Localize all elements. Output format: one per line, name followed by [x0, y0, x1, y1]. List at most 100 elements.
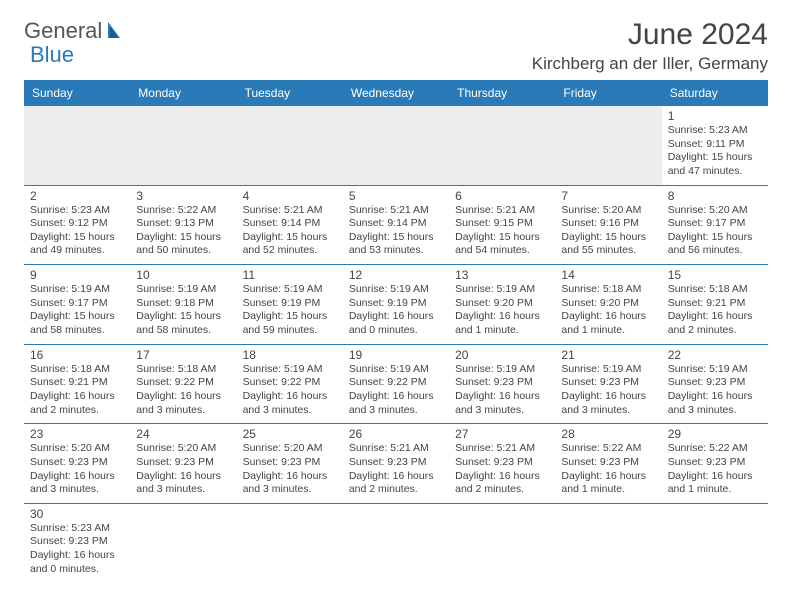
calendar-week-row: 30Sunrise: 5:23 AMSunset: 9:23 PMDayligh…: [24, 503, 768, 582]
sunset-text: Sunset: 9:23 PM: [349, 456, 443, 470]
calendar-cell: 18Sunrise: 5:19 AMSunset: 9:22 PMDayligh…: [237, 344, 343, 424]
sunset-text: Sunset: 9:11 PM: [668, 138, 762, 152]
sunset-text: Sunset: 9:23 PM: [668, 456, 762, 470]
calendar-cell: 6Sunrise: 5:21 AMSunset: 9:15 PMDaylight…: [449, 185, 555, 265]
daylight-text: Daylight: 16 hours and 3 minutes.: [668, 390, 762, 417]
calendar-cell: 22Sunrise: 5:19 AMSunset: 9:23 PMDayligh…: [662, 344, 768, 424]
calendar-cell: 24Sunrise: 5:20 AMSunset: 9:23 PMDayligh…: [130, 424, 236, 504]
calendar-cell: [237, 106, 343, 185]
sunrise-text: Sunrise: 5:19 AM: [668, 363, 762, 377]
sunset-text: Sunset: 9:20 PM: [455, 297, 549, 311]
calendar-week-row: 9Sunrise: 5:19 AMSunset: 9:17 PMDaylight…: [24, 265, 768, 345]
sunrise-text: Sunrise: 5:19 AM: [30, 283, 124, 297]
sunset-text: Sunset: 9:23 PM: [455, 456, 549, 470]
calendar-cell: 8Sunrise: 5:20 AMSunset: 9:17 PMDaylight…: [662, 185, 768, 265]
sunrise-text: Sunrise: 5:19 AM: [349, 363, 443, 377]
daylight-text: Daylight: 16 hours and 2 minutes.: [455, 470, 549, 497]
weekday-header: Friday: [555, 80, 661, 106]
sunrise-text: Sunrise: 5:18 AM: [668, 283, 762, 297]
calendar-table: Sunday Monday Tuesday Wednesday Thursday…: [24, 80, 768, 582]
sunrise-text: Sunrise: 5:19 AM: [243, 283, 337, 297]
calendar-cell: 16Sunrise: 5:18 AMSunset: 9:21 PMDayligh…: [24, 344, 130, 424]
daylight-text: Daylight: 16 hours and 0 minutes.: [30, 549, 124, 576]
sunrise-text: Sunrise: 5:20 AM: [668, 204, 762, 218]
sunrise-text: Sunrise: 5:23 AM: [668, 124, 762, 138]
day-number: 7: [561, 189, 655, 203]
day-number: 1: [668, 109, 762, 123]
day-info: Sunrise: 5:21 AMSunset: 9:14 PMDaylight:…: [243, 204, 337, 259]
calendar-cell: [130, 106, 236, 185]
day-info: Sunrise: 5:23 AMSunset: 9:23 PMDaylight:…: [30, 522, 124, 577]
weekday-header: Tuesday: [237, 80, 343, 106]
calendar-week-row: 1Sunrise: 5:23 AMSunset: 9:11 PMDaylight…: [24, 106, 768, 185]
calendar-cell: 29Sunrise: 5:22 AMSunset: 9:23 PMDayligh…: [662, 424, 768, 504]
calendar-cell: 28Sunrise: 5:22 AMSunset: 9:23 PMDayligh…: [555, 424, 661, 504]
calendar-cell: [343, 106, 449, 185]
day-info: Sunrise: 5:19 AMSunset: 9:19 PMDaylight:…: [243, 283, 337, 338]
day-info: Sunrise: 5:21 AMSunset: 9:15 PMDaylight:…: [455, 204, 549, 259]
day-info: Sunrise: 5:21 AMSunset: 9:14 PMDaylight:…: [349, 204, 443, 259]
day-info: Sunrise: 5:23 AMSunset: 9:11 PMDaylight:…: [668, 124, 762, 179]
sunrise-text: Sunrise: 5:18 AM: [30, 363, 124, 377]
day-number: 4: [243, 189, 337, 203]
daylight-text: Daylight: 16 hours and 3 minutes.: [136, 470, 230, 497]
sunset-text: Sunset: 9:22 PM: [349, 376, 443, 390]
sunrise-text: Sunrise: 5:19 AM: [136, 283, 230, 297]
day-number: 26: [349, 427, 443, 441]
sunset-text: Sunset: 9:23 PM: [243, 456, 337, 470]
calendar-cell: 23Sunrise: 5:20 AMSunset: 9:23 PMDayligh…: [24, 424, 130, 504]
sunrise-text: Sunrise: 5:21 AM: [243, 204, 337, 218]
sunset-text: Sunset: 9:20 PM: [561, 297, 655, 311]
daylight-text: Daylight: 16 hours and 3 minutes.: [455, 390, 549, 417]
daylight-text: Daylight: 16 hours and 2 minutes.: [30, 390, 124, 417]
daylight-text: Daylight: 16 hours and 1 minute.: [668, 470, 762, 497]
sunrise-text: Sunrise: 5:19 AM: [243, 363, 337, 377]
daylight-text: Daylight: 16 hours and 1 minute.: [561, 310, 655, 337]
sunset-text: Sunset: 9:23 PM: [668, 376, 762, 390]
sunrise-text: Sunrise: 5:21 AM: [349, 442, 443, 456]
day-info: Sunrise: 5:22 AMSunset: 9:23 PMDaylight:…: [561, 442, 655, 497]
calendar-cell: [24, 106, 130, 185]
header: General June 2024 Kirchberg an der Iller…: [24, 18, 768, 74]
weekday-header-row: Sunday Monday Tuesday Wednesday Thursday…: [24, 80, 768, 106]
day-info: Sunrise: 5:22 AMSunset: 9:13 PMDaylight:…: [136, 204, 230, 259]
daylight-text: Daylight: 15 hours and 56 minutes.: [668, 231, 762, 258]
daylight-text: Daylight: 16 hours and 3 minutes.: [136, 390, 230, 417]
daylight-text: Daylight: 15 hours and 49 minutes.: [30, 231, 124, 258]
day-number: 30: [30, 507, 124, 521]
day-info: Sunrise: 5:21 AMSunset: 9:23 PMDaylight:…: [349, 442, 443, 497]
sunset-text: Sunset: 9:13 PM: [136, 217, 230, 231]
calendar-cell: 9Sunrise: 5:19 AMSunset: 9:17 PMDaylight…: [24, 265, 130, 345]
weekday-header: Sunday: [24, 80, 130, 106]
day-number: 27: [455, 427, 549, 441]
day-number: 11: [243, 268, 337, 282]
sunset-text: Sunset: 9:14 PM: [243, 217, 337, 231]
day-number: 12: [349, 268, 443, 282]
day-info: Sunrise: 5:19 AMSunset: 9:23 PMDaylight:…: [561, 363, 655, 418]
daylight-text: Daylight: 15 hours and 50 minutes.: [136, 231, 230, 258]
day-info: Sunrise: 5:19 AMSunset: 9:19 PMDaylight:…: [349, 283, 443, 338]
day-info: Sunrise: 5:22 AMSunset: 9:23 PMDaylight:…: [668, 442, 762, 497]
day-info: Sunrise: 5:19 AMSunset: 9:23 PMDaylight:…: [668, 363, 762, 418]
day-number: 24: [136, 427, 230, 441]
day-info: Sunrise: 5:19 AMSunset: 9:23 PMDaylight:…: [455, 363, 549, 418]
sunset-text: Sunset: 9:23 PM: [561, 376, 655, 390]
day-info: Sunrise: 5:20 AMSunset: 9:16 PMDaylight:…: [561, 204, 655, 259]
sunrise-text: Sunrise: 5:21 AM: [455, 204, 549, 218]
day-number: 21: [561, 348, 655, 362]
day-number: 8: [668, 189, 762, 203]
day-info: Sunrise: 5:20 AMSunset: 9:23 PMDaylight:…: [243, 442, 337, 497]
sunrise-text: Sunrise: 5:20 AM: [136, 442, 230, 456]
calendar-cell: [343, 503, 449, 582]
calendar-week-row: 23Sunrise: 5:20 AMSunset: 9:23 PMDayligh…: [24, 424, 768, 504]
sunset-text: Sunset: 9:23 PM: [30, 456, 124, 470]
logo: General: [24, 18, 130, 44]
sunset-text: Sunset: 9:14 PM: [349, 217, 443, 231]
day-info: Sunrise: 5:18 AMSunset: 9:21 PMDaylight:…: [30, 363, 124, 418]
day-number: 16: [30, 348, 124, 362]
day-info: Sunrise: 5:18 AMSunset: 9:20 PMDaylight:…: [561, 283, 655, 338]
day-info: Sunrise: 5:23 AMSunset: 9:12 PMDaylight:…: [30, 204, 124, 259]
sunset-text: Sunset: 9:19 PM: [243, 297, 337, 311]
daylight-text: Daylight: 15 hours and 58 minutes.: [136, 310, 230, 337]
day-number: 25: [243, 427, 337, 441]
